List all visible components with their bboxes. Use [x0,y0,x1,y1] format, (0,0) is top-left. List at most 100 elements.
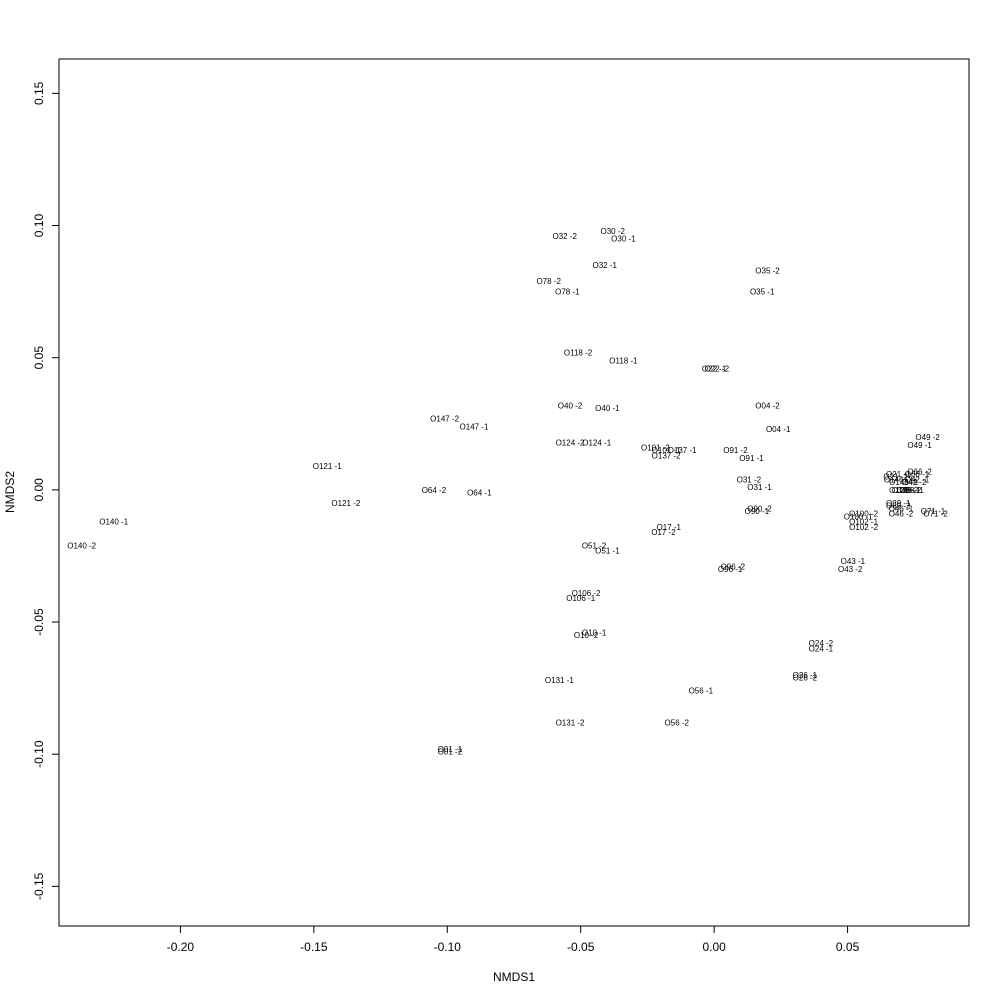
point-label: O35 -1 [750,288,775,297]
point-label: O102 -1 [849,518,878,527]
point-label: O04 -1 [766,425,791,434]
point-label: O64 -2 [422,486,447,495]
point-label: O88 -1 [899,486,924,495]
point-label: O01 -1 [438,745,463,754]
point-label: O90 -2 [747,504,772,513]
point-label: O43 -1 [841,557,866,566]
x-tick-label: -0.05 [567,940,595,954]
point-label: O24 -2 [809,639,834,648]
point-label: O140 -2 [67,541,96,550]
point-label: O140 -1 [99,518,128,527]
point-label: O32 -1 [592,261,617,270]
point-label: O40 -1 [595,404,620,413]
point-label: O128 -2 [889,486,918,495]
point-label: O118 -1 [609,356,638,365]
y-tick-label: 0.00 [32,478,46,502]
x-tick-label: 0.05 [836,940,860,954]
point-label: O64 -1 [467,489,492,498]
point-label: O42 -2 [902,478,927,487]
point-label: O131 -1 [545,676,574,685]
point-label: O17 -2 [651,528,676,537]
point-label: O10 -2 [574,631,599,640]
y-tick-label: 0.10 [32,214,46,238]
point-label: O124 -1 [582,438,611,447]
point-label: O102 -2 [849,523,878,532]
point-label: O32 -2 [552,232,577,241]
point-label: O46 -2 [889,510,914,519]
point-label: O71 -1 [921,507,946,516]
point-label: O137 -2 [652,451,681,460]
x-tick-label: -0.20 [167,940,195,954]
point-label: O26 -1 [793,671,818,680]
point-label: O30 -1 [611,235,636,244]
point-label: O89 -1 [886,499,911,508]
y-tick-label: -0.10 [32,740,46,768]
point-label: O90 -1 [745,507,770,516]
point-label: O43 -2 [838,565,863,574]
point-label: O137 -1 [668,446,697,455]
point-label: O66 -1 [905,470,930,479]
point-label: O96 -2 [721,563,746,572]
point-label: O131 -2 [556,718,585,727]
point-label: O35 -2 [755,266,780,275]
point-label: O124 -2 [556,438,585,447]
point-label: O51 -1 [595,547,620,556]
point-label: O46 -1 [889,504,914,513]
point-label: O31 -1 [747,483,772,492]
point-label: O96 -1 [718,565,743,574]
point-label: O121 -1 [313,462,342,471]
x-axis-title: NMDS1 [493,970,535,984]
point-label: O71 -2 [923,510,948,519]
point-label: O91 -2 [723,446,748,455]
y-axis: -0.15 -0.10 -0.05 0.00 0.05 0.10 0.15 [32,81,59,900]
point-label: O66 -2 [907,467,932,476]
point-label: O91 -1 [739,454,764,463]
point-label: O49 -1 [907,441,932,450]
point-label: O22 -2 [705,364,730,373]
point-label: O17 -1 [657,523,682,532]
point-label: O128 -1 [892,486,921,495]
point-label: O42 -1 [905,475,930,484]
point-label: O106 -1 [566,594,595,603]
x-tick-label: 0.00 [702,940,726,954]
point-label: O89 -2 [886,502,911,511]
point-label: O01 -2 [438,748,463,757]
point-label: O56 -2 [665,718,690,727]
point-label: O40 -2 [558,401,583,410]
point-label: O24 -1 [809,644,834,653]
point-label: O147 -2 [430,414,459,423]
y-tick-label: -0.05 [32,608,46,636]
point-label: O04 -2 [755,401,780,410]
x-axis: -0.20 -0.15 -0.10 -0.05 0.00 0.05 [167,926,860,954]
point-label: O31 -2 [737,475,762,484]
point-label: O21 -2 [883,473,908,482]
point-label: O100 -1 [844,512,873,521]
y-tick-label: 0.05 [32,346,46,370]
point-label: O121 -2 [331,499,360,508]
point-label: O78 -2 [536,277,561,286]
point-label: O21 -1 [886,470,911,479]
point-label: O101 -1 [652,446,681,455]
point-label: O78 -1 [555,288,580,297]
point-label: O146 -2 [884,475,913,484]
point-label: O146 -1 [889,478,918,487]
point-label: O88 -2 [897,486,922,495]
point-label: O30 -2 [601,227,626,236]
point-label: O106 -2 [572,589,601,598]
x-tick-label: -0.15 [300,940,328,954]
point-label: O101 -2 [641,444,670,453]
point-label: O10 -1 [582,629,607,638]
x-tick-label: -0.10 [434,940,462,954]
point-label: O22 -1 [702,364,727,373]
y-tick-label: 0.15 [32,81,46,105]
y-tick-label: -0.15 [32,872,46,900]
point-label: O100 -2 [849,510,878,519]
point-label: O56 -1 [689,687,714,696]
y-axis-title: NMDS2 [3,471,17,513]
plot-frame [58,58,970,927]
point-label: O26 -2 [793,674,818,683]
point-label: O147 -1 [460,422,489,431]
point-label: O49 -2 [915,433,940,442]
